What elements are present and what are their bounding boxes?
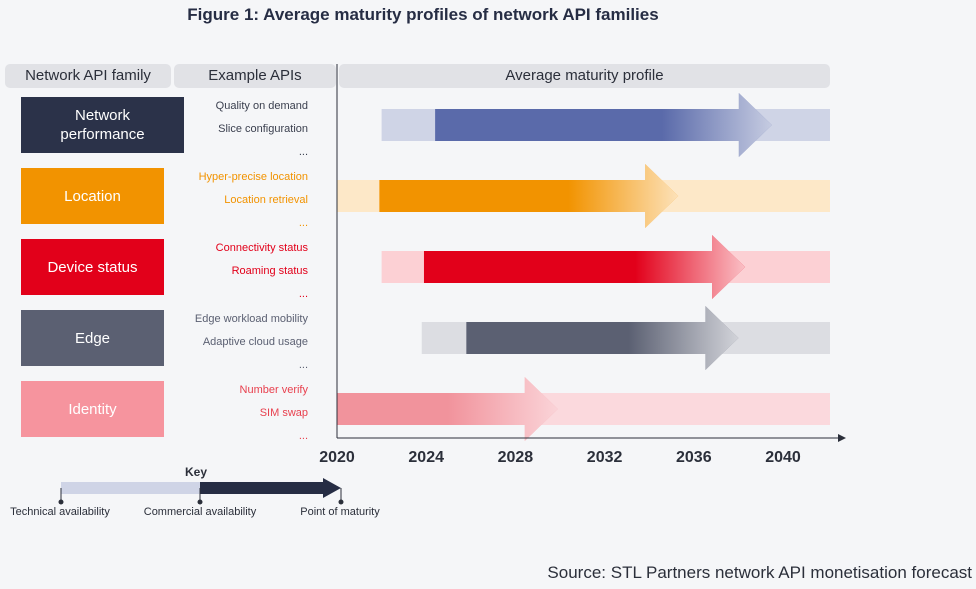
x-tick-label: 2036 — [676, 449, 712, 466]
example-api: ... — [298, 288, 308, 300]
x-tick-label: 2040 — [765, 449, 801, 466]
example-api: SIM swap — [259, 407, 308, 419]
header-examples: Example APIs — [174, 64, 336, 88]
header-profile: Average maturity profile — [339, 64, 830, 88]
example-api: Quality on demand — [215, 100, 308, 112]
example-api: ... — [298, 217, 308, 229]
key-dot — [58, 499, 64, 505]
example-api: Connectivity status — [215, 242, 308, 254]
family-edge: Edge — [21, 310, 164, 366]
x-axis-arrowhead — [838, 434, 846, 442]
arrow-fade-identity — [337, 377, 558, 441]
example-api: Roaming status — [231, 265, 308, 277]
family-location: Location — [21, 168, 164, 224]
family-device-status: Device status — [21, 239, 164, 295]
chart-title: Figure 1: Average maturity profiles of n… — [187, 5, 659, 24]
x-tick-label: 2020 — [319, 449, 355, 466]
key-title: Key — [185, 465, 207, 479]
example-api: ... — [298, 359, 308, 371]
family-identity: Identity — [21, 381, 164, 437]
arrow-fade-network-performance — [435, 93, 772, 157]
arrow-fade-edge — [466, 306, 739, 370]
example-api: Edge workload mobility — [194, 313, 308, 325]
x-tick-label: 2024 — [408, 449, 444, 466]
example-api: ... — [298, 146, 308, 158]
family-network-performance: Network performance — [21, 97, 184, 153]
key-band — [61, 482, 200, 494]
header-family: Network API family — [5, 64, 171, 88]
example-api: Slice configuration — [218, 123, 308, 135]
key-technical-label: Technical availability — [10, 506, 110, 518]
x-tick-label: 2028 — [498, 449, 534, 466]
key-dot — [338, 499, 344, 505]
arrow-fade-location — [379, 164, 679, 228]
example-api: ... — [298, 430, 308, 442]
example-api: Adaptive cloud usage — [202, 336, 308, 348]
key-maturity-label: Point of maturity — [300, 506, 380, 518]
x-tick-label: 2032 — [587, 449, 623, 466]
source-note: Source: STL Partners network API monetis… — [547, 563, 972, 582]
example-api: Number verify — [239, 384, 308, 396]
arrow-fade-device-status — [423, 235, 746, 299]
key-arrow — [200, 478, 341, 498]
example-api: Hyper-precise location — [198, 171, 308, 183]
example-api: Location retrieval — [224, 194, 308, 206]
key-commercial-label: Commercial availability — [144, 506, 257, 518]
key-dot — [197, 499, 203, 505]
